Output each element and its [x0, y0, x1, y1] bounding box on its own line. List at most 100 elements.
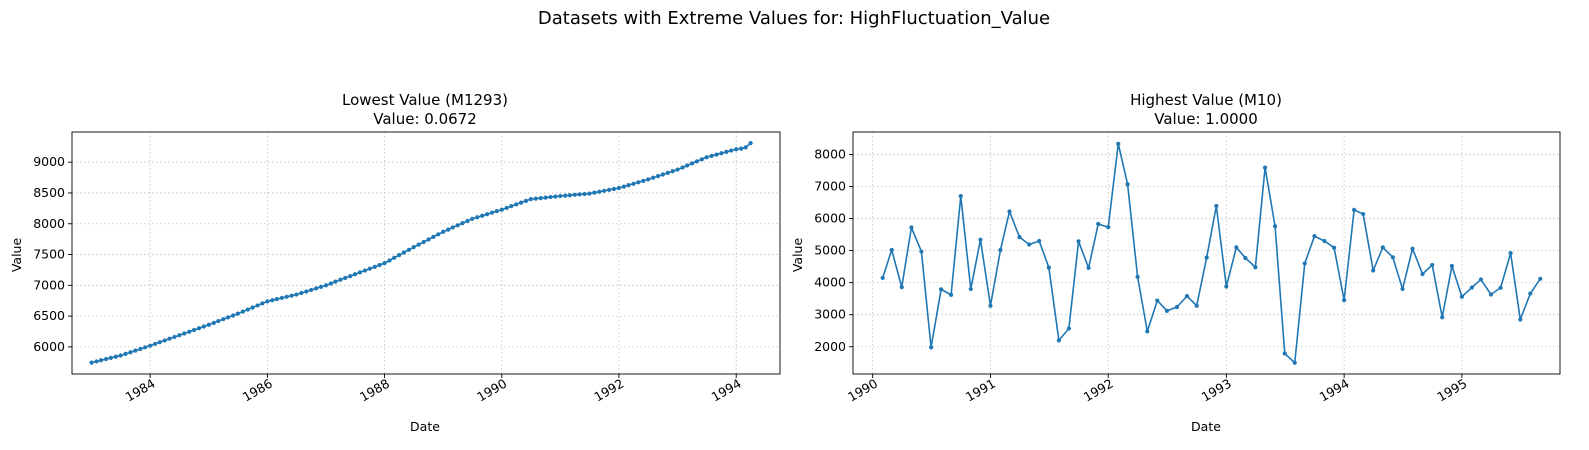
data-point — [148, 343, 153, 348]
data-point — [714, 152, 719, 157]
data-point — [1262, 165, 1268, 170]
data-point — [294, 292, 299, 297]
data-point — [734, 147, 739, 152]
data-point — [1449, 263, 1455, 269]
data-point — [1410, 246, 1415, 251]
data-point — [1086, 265, 1091, 271]
data-point — [743, 145, 748, 150]
data-point — [397, 253, 402, 258]
data-point — [162, 338, 167, 343]
data-point — [436, 232, 441, 237]
data-point — [1155, 298, 1160, 303]
y-tick-label: 5000 — [814, 243, 846, 258]
data-point — [421, 239, 426, 245]
data-point — [709, 153, 714, 159]
y-tick-label: 8000 — [814, 146, 846, 161]
data-point — [689, 161, 695, 166]
data-point — [704, 155, 709, 160]
data-point — [274, 296, 279, 302]
data-point — [260, 301, 265, 306]
data-point — [426, 237, 431, 242]
data-point — [416, 242, 421, 247]
data-point — [1400, 286, 1405, 292]
data-point — [1322, 238, 1327, 244]
data-point — [1145, 329, 1150, 334]
data-point — [1174, 304, 1180, 310]
data-point — [909, 225, 914, 230]
data-point — [919, 249, 924, 254]
data-point — [1007, 209, 1012, 214]
data-point — [514, 202, 519, 207]
data-point — [240, 309, 245, 314]
data-point — [655, 174, 661, 179]
data-point — [226, 315, 231, 320]
data-point — [509, 203, 514, 209]
data-point — [567, 193, 572, 198]
x-tick-label: 1992 — [1081, 376, 1116, 405]
data-point — [499, 207, 504, 212]
data-point — [968, 286, 973, 292]
x-axis-label: Date — [410, 419, 440, 434]
data-point — [1508, 251, 1513, 256]
data-point — [592, 190, 597, 195]
data-point — [1214, 203, 1219, 209]
data-point — [563, 193, 568, 198]
series-line — [881, 143, 1541, 364]
data-point — [221, 317, 226, 322]
chart-left: Lowest Value (M1293) Value: 0.0672 60006… — [9, 91, 781, 434]
y-tick-label: 4000 — [814, 275, 846, 290]
data-point — [1037, 238, 1042, 244]
data-point — [270, 298, 275, 303]
x-tick-label: 1992 — [591, 376, 626, 405]
data-point — [153, 341, 158, 347]
data-point — [387, 258, 392, 263]
y-tick-label: 3000 — [814, 307, 846, 322]
series-line — [91, 142, 752, 364]
data-point — [1076, 239, 1081, 244]
data-point — [1204, 255, 1209, 260]
data-point — [665, 170, 670, 175]
data-point — [631, 181, 636, 186]
y-tick-label: 6500 — [33, 308, 65, 323]
data-point — [1282, 351, 1287, 356]
data-point — [352, 272, 358, 277]
data-point — [489, 210, 495, 215]
data-point — [1430, 262, 1435, 268]
data-point — [899, 285, 904, 290]
data-point — [641, 178, 646, 183]
data-point — [1253, 265, 1258, 270]
x-tick-label: 1994 — [709, 376, 744, 405]
data-point — [587, 191, 592, 196]
data-point — [616, 185, 622, 191]
data-point — [250, 305, 255, 310]
y-tick-label: 6000 — [33, 339, 65, 354]
data-point — [558, 193, 563, 199]
data-point — [494, 209, 499, 214]
data-point — [318, 284, 324, 289]
data-point — [191, 327, 197, 333]
data-point — [699, 157, 704, 162]
chart-title: Highest Value (M10) — [1130, 91, 1282, 109]
data-point — [528, 197, 533, 202]
data-point — [1066, 326, 1071, 331]
data-point — [548, 194, 553, 200]
data-point — [103, 356, 109, 362]
data-point — [1390, 255, 1395, 260]
data-point — [377, 262, 382, 268]
data-point — [1125, 182, 1130, 187]
x-tick-label: 1995 — [1434, 376, 1469, 405]
data-point — [1292, 360, 1297, 365]
data-point — [338, 277, 343, 282]
data-point — [675, 167, 680, 172]
data-point — [739, 146, 744, 151]
data-point — [470, 216, 475, 221]
data-point — [323, 283, 329, 288]
x-tick-label: 1990 — [845, 376, 880, 405]
data-point — [1538, 276, 1543, 281]
data-point — [157, 340, 162, 345]
data-point — [182, 331, 187, 336]
data-point — [406, 247, 412, 252]
plot-area: 2000 3000 4000 5000 6000 7000 8000 1990 1991 1992… — [814, 131, 1561, 405]
data-point — [1528, 291, 1533, 296]
